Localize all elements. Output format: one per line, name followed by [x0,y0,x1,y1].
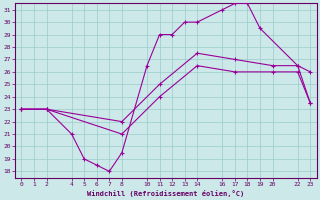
X-axis label: Windchill (Refroidissement éolien,°C): Windchill (Refroidissement éolien,°C) [87,190,244,197]
